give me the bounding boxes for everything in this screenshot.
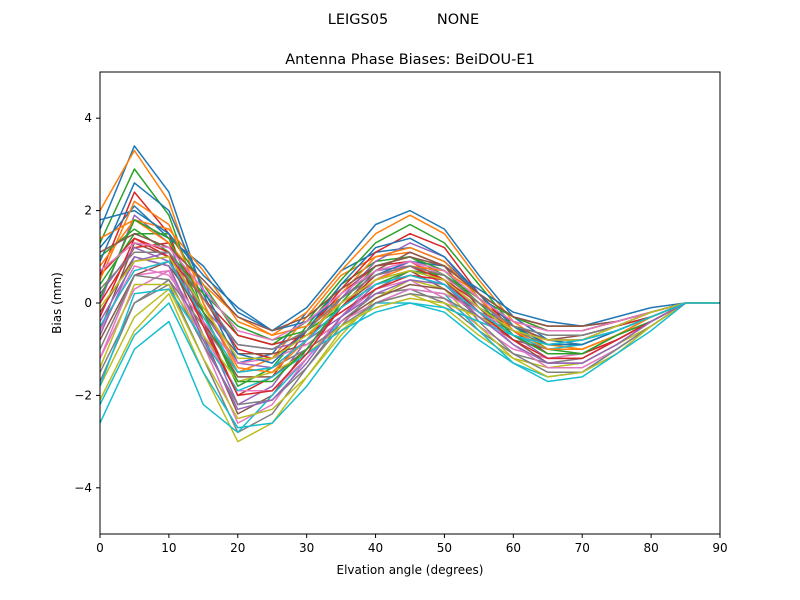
y-tick-label: 2 [84, 204, 92, 218]
x-tick-label: 10 [161, 541, 176, 555]
series-line-40 [99, 260, 720, 374]
y-tick-label: 4 [84, 111, 92, 125]
series-line-37 [99, 242, 720, 341]
series-lines [99, 145, 720, 443]
y-axis-ticks: −4 −2 0 2 4 [74, 111, 100, 495]
x-axis-ticks: 0 10 20 30 40 50 60 70 80 90 [96, 534, 728, 555]
suptitle-right: NONE [437, 12, 479, 28]
x-axis-label: Elvation angle (degrees) [337, 563, 484, 577]
x-tick-label: 20 [230, 541, 245, 555]
y-axis-label: Bias (mm) [50, 272, 64, 334]
x-tick-label: 50 [437, 541, 452, 555]
x-tick-label: 80 [643, 541, 658, 555]
x-tick-label: 70 [575, 541, 590, 555]
x-tick-label: 40 [368, 541, 383, 555]
chart-title: Antenna Phase Biases: BeiDOU-E1 [285, 52, 535, 68]
series-line-39 [99, 256, 720, 360]
x-tick-label: 30 [299, 541, 314, 555]
y-tick-label: −4 [74, 481, 92, 495]
y-tick-label: 0 [84, 296, 92, 310]
y-tick-label: −2 [74, 388, 92, 402]
x-tick-label: 60 [506, 541, 521, 555]
x-tick-label: 0 [96, 541, 104, 555]
x-tick-label: 90 [712, 541, 727, 555]
suptitle-left: LEIGS05 [328, 12, 388, 28]
